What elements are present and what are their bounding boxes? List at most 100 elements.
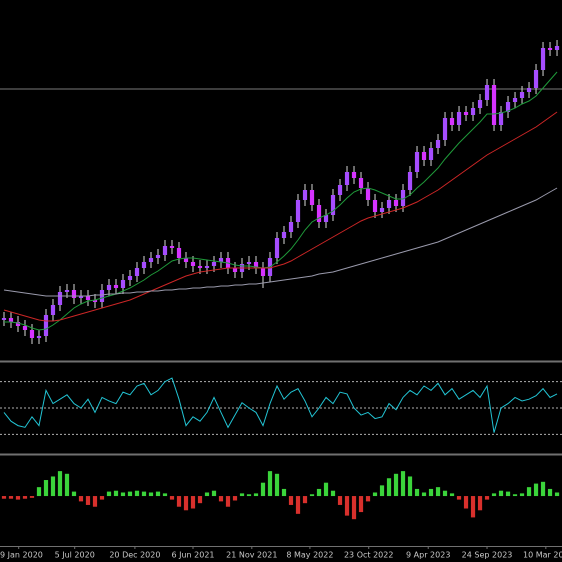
histogram-bar — [295, 496, 301, 514]
candle-body — [470, 108, 476, 115]
histogram-bar — [253, 493, 259, 497]
candle-body — [134, 268, 140, 276]
histogram-bar — [71, 491, 77, 497]
candle-body — [113, 285, 119, 288]
histogram-bar — [92, 496, 98, 507]
histogram-bar — [540, 481, 546, 497]
candle-body — [232, 268, 238, 272]
candle-body — [379, 208, 385, 212]
candle-body — [120, 280, 126, 288]
candle-body — [71, 290, 77, 298]
histogram-bar — [99, 496, 105, 500]
histogram-bar — [323, 482, 329, 497]
histogram-bar — [232, 496, 238, 501]
candle-body — [351, 172, 357, 178]
candle-body — [155, 255, 161, 258]
histogram-bar — [505, 491, 511, 497]
candle-body — [477, 100, 483, 108]
candle-body — [344, 172, 350, 185]
candle-body — [78, 296, 84, 298]
candle-body — [491, 85, 497, 125]
histogram-bar — [351, 496, 357, 520]
candle-body — [106, 285, 112, 290]
candle-body — [393, 200, 399, 206]
candle-body — [449, 118, 455, 125]
candle-body — [428, 148, 434, 160]
candle-body — [316, 205, 322, 222]
histogram-bar — [155, 491, 161, 497]
histogram-bar — [204, 492, 210, 497]
candle-body — [435, 140, 441, 148]
candle-body — [260, 268, 266, 276]
histogram-bar — [50, 476, 56, 497]
candle-body — [1, 318, 7, 320]
candle-body — [554, 46, 560, 50]
histogram-bar — [428, 488, 434, 497]
histogram-bar — [358, 496, 364, 513]
histogram-bar — [330, 490, 336, 497]
histogram-bar — [267, 471, 273, 497]
histogram-bar — [57, 471, 63, 497]
candle-body — [337, 185, 343, 195]
histogram-bar — [386, 478, 392, 497]
histogram-bar — [519, 493, 525, 497]
candle-body — [15, 322, 21, 326]
candle-body — [183, 258, 189, 262]
candle-body — [358, 178, 364, 188]
histogram-bar — [442, 490, 448, 497]
histogram-bar — [260, 482, 266, 497]
histogram-bar — [120, 492, 126, 497]
candle-body — [141, 262, 147, 268]
histogram-bar — [36, 487, 42, 497]
candle-body — [288, 222, 294, 232]
histogram-bar — [477, 496, 483, 511]
candle-body — [148, 258, 154, 262]
candle-body — [498, 112, 504, 125]
histogram-bar — [176, 496, 182, 507]
candle-body — [302, 190, 308, 200]
candle-body — [43, 315, 49, 336]
histogram-bar — [470, 496, 476, 518]
candle-body — [519, 92, 525, 98]
histogram-bar — [533, 483, 539, 497]
candle-body — [8, 318, 14, 322]
candle-body — [57, 292, 63, 305]
histogram-bar — [190, 496, 196, 509]
candle-body — [22, 326, 28, 330]
histogram-bar — [274, 473, 280, 497]
histogram-bar — [512, 494, 518, 497]
histogram-bar — [29, 496, 35, 498]
candle-body — [533, 70, 539, 88]
candle-body — [197, 266, 203, 268]
candle-body — [295, 200, 301, 222]
x-tick-label: 20 Dec 2020 — [109, 551, 160, 560]
candle-body — [365, 188, 371, 200]
x-tick-label: 23 Oct 2022 — [344, 551, 393, 560]
candle-body — [99, 290, 105, 302]
histogram-bar — [183, 496, 189, 511]
candle-body — [372, 200, 378, 212]
x-tick-label: 9 Apr 2023 — [406, 551, 450, 560]
histogram-bar — [106, 491, 112, 497]
histogram-bar — [309, 494, 315, 497]
histogram-bar — [491, 493, 497, 497]
x-tick-label: 5 Jul 2020 — [55, 551, 95, 560]
candle-body — [512, 98, 518, 102]
candle-body — [246, 262, 252, 264]
x-tick-label: 9 Jan 2020 — [0, 551, 43, 560]
candle-body — [400, 190, 406, 206]
candle-body — [463, 112, 469, 115]
candle-body — [36, 336, 42, 338]
candle-body — [540, 48, 546, 70]
candle-body — [547, 48, 553, 50]
series-line — [3, 377, 558, 433]
histogram-bar — [421, 492, 427, 497]
candle-body — [211, 262, 217, 266]
histogram-bar — [463, 496, 469, 509]
histogram-bar — [400, 471, 406, 497]
candle-body — [442, 118, 448, 140]
histogram-bar — [218, 496, 224, 502]
series-line — [3, 187, 558, 297]
